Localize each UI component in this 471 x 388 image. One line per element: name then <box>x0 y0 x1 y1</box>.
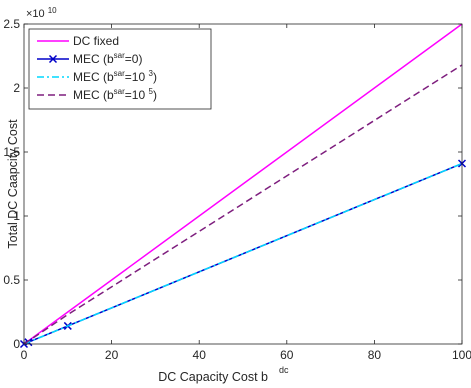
legend-label-1: DC fixed <box>73 34 119 48</box>
x-tick-label: 100 <box>452 348 471 362</box>
series-line-4 <box>23 64 463 345</box>
x-tick-label: 40 <box>193 348 207 362</box>
legend-label-4: MEC (bsar=10 5) <box>73 87 157 102</box>
y-tick-label: 2 <box>13 81 20 95</box>
x-tick-label: 80 <box>368 348 382 362</box>
x-tick-label: 0 <box>21 348 28 362</box>
legend-label-3: MEC (bsar=10 3) <box>73 69 157 84</box>
y-tick-label: 1.5 <box>3 145 20 159</box>
y-tick-label: 1 <box>13 209 20 223</box>
y-tick-label: 2.5 <box>3 17 20 31</box>
legend: DC fixed MEC (bsar=0) MEC (bsar=10 3) MEC (… <box>28 28 212 110</box>
x-axis-label-superscript: dc <box>279 365 289 375</box>
y-axis-label: Total DC Caapcity Cost <box>6 119 20 249</box>
x-tick-label: 60 <box>280 348 294 362</box>
y-tick-label: 0 <box>13 337 20 351</box>
x-tick-label: 20 <box>105 348 119 362</box>
y-tick-label: 0.5 <box>3 273 20 287</box>
legend-label-2: MEC (bsar=0) <box>73 51 142 66</box>
x-axis-label: DC Capacity Cost b <box>158 370 268 384</box>
y-axis-exponent: ×10 10 <box>26 6 57 20</box>
legend-marker-2 <box>48 54 58 64</box>
axes-layer: 0 20 40 60 80 100 0 0.5 1 1.5 2 2.5 <box>3 17 471 362</box>
y-axis-exponent-power: 10 <box>48 6 57 15</box>
axes-box <box>23 23 463 345</box>
y-axis-exponent-base: ×10 <box>26 8 45 20</box>
